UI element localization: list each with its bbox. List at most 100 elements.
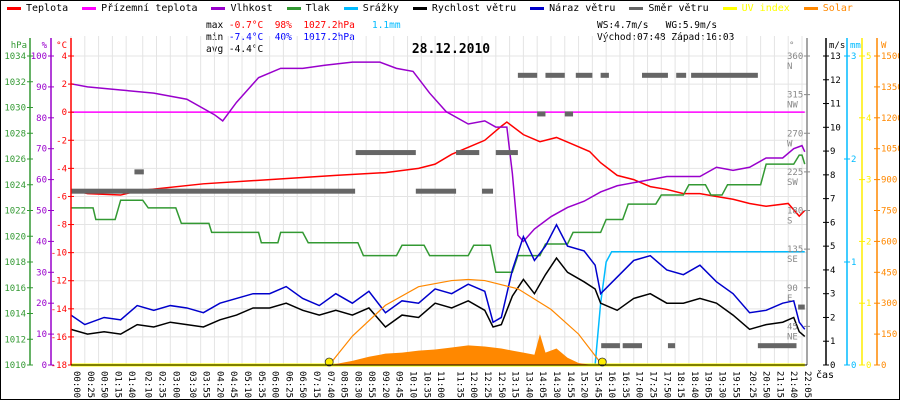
legend-item: UV index xyxy=(722,3,790,14)
legend-label: Solar xyxy=(822,3,853,14)
tick-label-humidity: 80 xyxy=(36,114,47,124)
x-tick-label: 19:55 xyxy=(730,371,740,398)
tick-label-pressure: 1012 xyxy=(4,335,26,345)
x-tick-label: 02:35 xyxy=(157,371,167,398)
x-tick-label: 12:50 xyxy=(496,371,506,398)
tick-label-pressure: 1022 xyxy=(4,207,26,217)
x-tick-label: 01:15 xyxy=(112,371,122,398)
tick-label-solar: 150 xyxy=(881,330,897,340)
legend-label: Srážky xyxy=(362,3,399,14)
axis-unit-direction: ° xyxy=(789,41,794,51)
x-tick-label: 13:40 xyxy=(523,371,533,398)
x-tick-label: 06:25 xyxy=(283,371,293,398)
tick-label-direction: 225 xyxy=(787,168,803,178)
tick-label-direction: 90 xyxy=(787,284,798,294)
tick-label-pressure: 1024 xyxy=(4,181,26,191)
axis-unit-wind: m/s xyxy=(829,41,845,51)
x-tick-label: 14:55 xyxy=(565,371,575,398)
series-layer xyxy=(70,61,806,367)
tick-label-temperature: 4 xyxy=(62,52,67,62)
x-tick-label: 07:40 xyxy=(325,371,335,398)
wind-direction-mark xyxy=(537,111,546,117)
x-tick-label: 18:15 xyxy=(675,371,685,398)
x-tick-label: 12:25 xyxy=(482,371,492,398)
x-tick-label: 11:00 xyxy=(435,371,445,398)
tick-label-temperature: -14 xyxy=(51,305,67,315)
tick-label-pressure: 1020 xyxy=(4,232,26,242)
series-line-6 xyxy=(70,223,806,330)
legend-item: Náraz větru xyxy=(530,3,615,14)
tick-label-pressure: 1034 xyxy=(4,52,26,62)
max-label: max xyxy=(206,20,224,31)
x-tick-label: 08:30 xyxy=(352,371,362,398)
tick-label-solar: 450 xyxy=(881,268,897,278)
tick-label-pressure: 1028 xyxy=(4,129,26,139)
x-tick-label: 08:05 xyxy=(339,371,349,398)
tick-label-wind: 9 xyxy=(830,147,835,157)
tick-label-rain: 3 xyxy=(851,52,856,62)
tick-label-wind: 4 xyxy=(830,266,835,276)
x-tick-label: 06:00 xyxy=(270,371,280,398)
wind-direction-mark xyxy=(495,150,518,156)
x-tick-label: 20:50 xyxy=(761,371,771,398)
x-tick-label: 18:40 xyxy=(689,371,699,398)
tick-label-uv: 4 xyxy=(866,114,871,124)
axis-unit-humidity: % xyxy=(42,41,48,51)
chart-title: 28.12.2010 xyxy=(412,42,490,57)
legend-label: Přízemní teplota xyxy=(101,3,198,14)
rain-total: 1.1mm xyxy=(371,20,401,31)
wind-direction-mark xyxy=(355,150,416,156)
tick-label-direction-compass: NE xyxy=(787,332,798,342)
sunrise: Východ:07:48 xyxy=(597,32,666,43)
tick-label-humidity: 40 xyxy=(36,237,47,247)
legend-label: Náraz větru xyxy=(549,3,616,14)
legend-swatch xyxy=(530,7,545,10)
tick-label-direction-compass: SE xyxy=(787,255,798,265)
tick-label-rain: 2 xyxy=(851,155,856,165)
tick-label-uv: 1 xyxy=(866,299,871,309)
series-line-9 xyxy=(328,278,603,366)
tick-label-direction: 135 xyxy=(787,245,803,255)
legend-swatch xyxy=(286,7,301,10)
axes-layer: 00:00 00:25 00:50 01:15 01:40 02:10 02:35 03:00… xyxy=(4,38,899,398)
tick-label-wind: 3 xyxy=(830,290,835,300)
x-tick-label: 06:50 xyxy=(297,371,307,398)
x-tick-label: 01:40 xyxy=(126,371,136,398)
tick-label-wind: 6 xyxy=(830,218,835,228)
tick-label-pressure: 1030 xyxy=(4,104,26,114)
wind-direction-mark xyxy=(575,72,593,78)
x-tick-label: 15:45 xyxy=(592,371,602,398)
tick-label-solar: 0 xyxy=(881,361,886,371)
wind-direction-mark xyxy=(415,188,457,194)
tick-label-temperature: -10 xyxy=(51,249,67,259)
tick-label-humidity: 30 xyxy=(36,268,47,278)
x-tick-label: 15:20 xyxy=(579,371,589,398)
tick-label-pressure: 1026 xyxy=(4,155,26,165)
x-tick-label: 19:05 xyxy=(703,371,713,398)
wind-direction-mark xyxy=(482,188,494,194)
tick-label-humidity: 70 xyxy=(36,145,47,155)
series-solar-area xyxy=(330,334,593,365)
x-tick-label: 17:00 xyxy=(634,371,644,398)
tick-label-rain: 0 xyxy=(851,361,856,371)
axis-unit-pressure: hPa xyxy=(11,41,27,51)
wind-direction-mark xyxy=(71,188,356,194)
legend-swatch xyxy=(7,7,21,10)
axis-unit-temperature: °C xyxy=(56,41,67,51)
tick-label-wind: 8 xyxy=(830,171,835,181)
wind-direction-mark xyxy=(676,72,687,78)
legend-swatch xyxy=(211,7,226,10)
x-tick-label: 00:00 xyxy=(71,371,81,398)
tick-label-temperature: -8 xyxy=(56,221,67,231)
wind-direction-mark xyxy=(798,304,805,310)
tick-label-uv: 3 xyxy=(866,176,871,186)
tick-label-direction-compass: E xyxy=(787,294,792,304)
stats-max-row: max -0.7°C 98% 1027.2hPa 1.1mm xyxy=(206,20,401,32)
legend-item: Tlak xyxy=(286,3,330,14)
legend-swatch xyxy=(803,7,818,10)
tick-label-uv: 2 xyxy=(866,237,871,247)
legend-item: Vlhkost xyxy=(211,3,273,14)
tick-label-temperature: -12 xyxy=(51,277,67,287)
legend-swatch xyxy=(629,7,644,10)
